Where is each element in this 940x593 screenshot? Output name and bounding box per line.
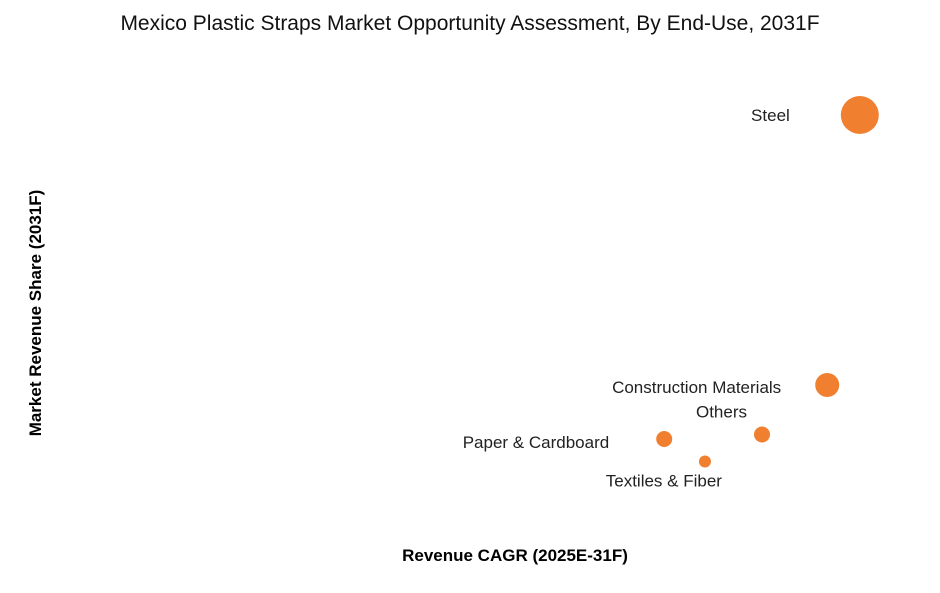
data-points [656, 96, 879, 468]
data-labels: Steel Construction Materials Others Paper &… [463, 106, 790, 491]
point-textiles-fiber [698, 455, 711, 468]
label-construction-materials: Construction Materials [612, 378, 781, 397]
x-axis-label: Revenue CAGR (2025E-31F) [402, 546, 628, 565]
chart-title: Mexico Plastic Straps Market Opportunity… [120, 12, 820, 35]
label-steel: Steel [751, 106, 790, 125]
label-others: Others [696, 403, 747, 422]
y-axis-label: Market Revenue Share (2031F) [26, 189, 45, 437]
point-construction-materials [815, 373, 840, 397]
label-paper-cardboard: Paper & Cardboard [463, 433, 609, 452]
label-textiles-fiber: Textiles & Fiber [606, 472, 723, 491]
point-paper-cardboard [656, 431, 673, 447]
point-steel [840, 96, 879, 134]
point-others [754, 426, 770, 443]
